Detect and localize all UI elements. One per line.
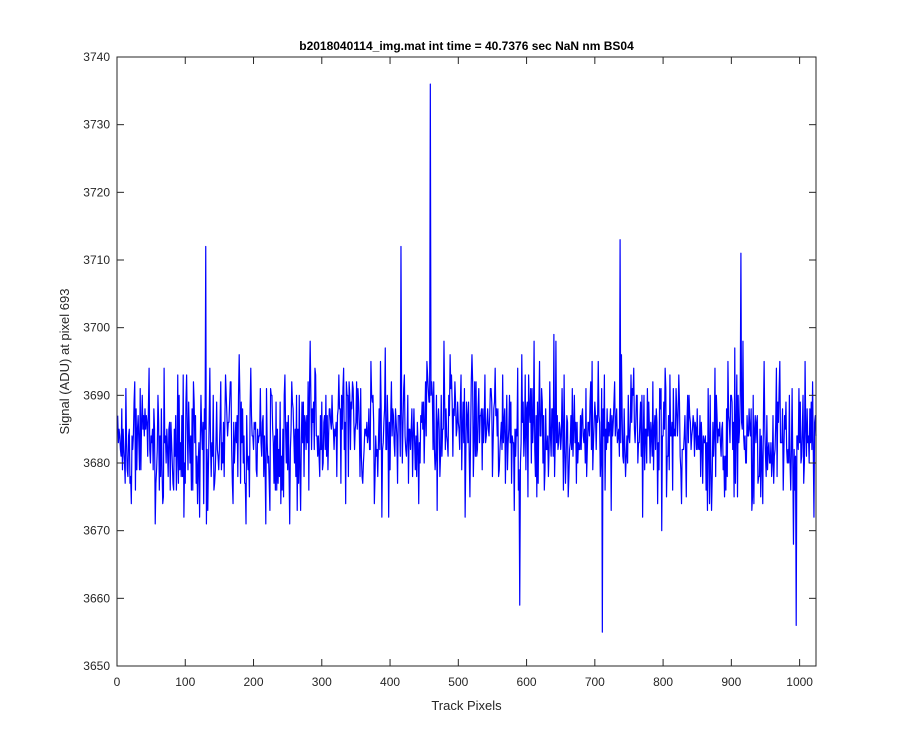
- chart-title: b2018040114_img.mat int time = 40.7376 s…: [299, 39, 634, 53]
- plot-area: 0 100 200 300 400 500 600 700 800 900 1000 3650 3660…: [83, 50, 817, 689]
- axes-box: [116, 56, 817, 667]
- x-tick-label: 700: [585, 675, 605, 689]
- y-axis-title: Signal (ADU) at pixel 693: [57, 289, 72, 435]
- y-tick-label: 3690: [83, 388, 110, 402]
- plot-background: [117, 57, 816, 666]
- y-tick-label: 3720: [83, 185, 110, 199]
- y-tick-label: 3650: [83, 659, 110, 673]
- x-tick-label: 1000: [786, 675, 813, 689]
- x-tick-label: 300: [312, 675, 332, 689]
- x-tick-label: 100: [175, 675, 195, 689]
- x-tick-label: 400: [380, 675, 400, 689]
- y-tick-label: 3680: [83, 456, 110, 470]
- x-axis-title: Track Pixels: [431, 698, 502, 713]
- x-tick-label: 600: [517, 675, 537, 689]
- y-tick-label: 3740: [83, 50, 110, 64]
- y-tick-label: 3730: [83, 118, 110, 132]
- y-tick-label: 3710: [83, 253, 110, 267]
- x-tick-label: 500: [448, 675, 468, 689]
- signal-line: [117, 83, 817, 633]
- y-tick-label: 3660: [83, 591, 110, 605]
- x-tick-label: 0: [114, 675, 121, 689]
- y-tick-label: 3700: [83, 321, 110, 335]
- x-tick-label: 900: [721, 675, 741, 689]
- x-tick-label: 200: [244, 675, 264, 689]
- y-tick-label: 3670: [83, 524, 110, 538]
- x-tick-label: 800: [653, 675, 673, 689]
